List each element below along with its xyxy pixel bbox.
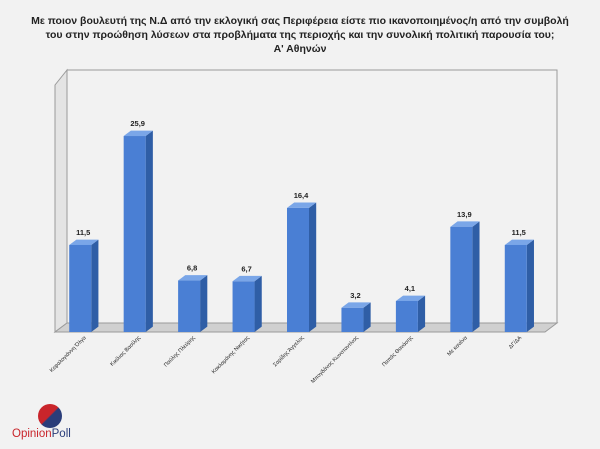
bar <box>504 239 534 332</box>
bar-side <box>526 239 534 332</box>
bar <box>123 130 153 332</box>
value-label: 3,2 <box>350 291 360 300</box>
bar <box>341 302 371 332</box>
logo-circle-icon <box>38 404 62 428</box>
bar <box>450 221 480 332</box>
bar-side <box>145 130 153 332</box>
bar-front <box>450 226 473 332</box>
bar-front <box>504 244 527 332</box>
bar-top <box>450 221 480 227</box>
bar-top <box>504 239 534 245</box>
bar <box>178 275 208 332</box>
bar-top <box>287 202 317 208</box>
bar-top <box>395 295 426 301</box>
bar-front <box>178 280 201 332</box>
chart-frame <box>53 68 559 333</box>
bar-side <box>363 302 371 332</box>
value-label: 16,4 <box>294 191 309 200</box>
value-labels-group: 11,5 25,9 6,8 6,7 16,4 3,2 4,1 13,9 11,5 <box>76 119 526 300</box>
chart-side-wall <box>54 68 68 333</box>
value-label: 6,7 <box>241 264 251 273</box>
bar-front <box>287 207 309 332</box>
bar-top <box>232 275 262 282</box>
bar-front <box>341 307 364 332</box>
category-label: ΔΓ/ΔΑ <box>508 335 523 350</box>
bar-side <box>309 202 317 332</box>
chart-title: Με ποιον βουλευτή της Ν.Δ από την εκλογι… <box>30 14 570 56</box>
value-label: 11,5 <box>76 228 90 237</box>
bar <box>287 202 317 332</box>
logo-text: OpinionPoll <box>12 428 71 440</box>
bar <box>69 239 99 332</box>
bar-side <box>472 221 480 332</box>
bar-side <box>417 295 426 332</box>
bar-side <box>91 239 99 332</box>
value-label: 13,9 <box>457 210 472 219</box>
bar-front <box>69 244 92 332</box>
category-label: Παύλης Πλεύρης <box>162 334 196 368</box>
bar-top <box>178 275 208 281</box>
bar-front <box>123 136 146 332</box>
category-label: Κακλαμάνης Νικήτας <box>210 334 251 375</box>
category-label: Παπάς Θανάσης <box>381 334 415 368</box>
title-line-3: Α' Αθηνών <box>273 43 327 55</box>
category-label: Κεφαλογιάννη Όλγα <box>48 334 88 374</box>
opinionpoll-logo: OpinionPoll <box>12 404 152 444</box>
bar-top <box>69 239 99 245</box>
value-label: 25,9 <box>130 119 145 128</box>
value-label: 11,5 <box>512 228 526 237</box>
category-label: Με κανένα <box>446 334 470 358</box>
title-line-2: του στην προώθηση λύσεων στα προβλήματα … <box>45 29 555 41</box>
bars-group <box>69 130 534 332</box>
bar-front <box>232 281 255 332</box>
category-labels-group: Κεφαλογιάννη Όλγα Κικίλιας Βασίλης Παύλης … <box>48 334 523 385</box>
value-label: 6,8 <box>187 264 197 273</box>
value-label: 4,1 <box>405 284 415 293</box>
category-label: Μπογδάνος Κωνσταντίνος <box>309 334 360 385</box>
bar-front <box>395 300 418 332</box>
bar-top <box>341 302 371 308</box>
bar-top <box>123 130 153 137</box>
title-line-1: Με ποιον βουλευτή της Ν.Δ από την εκλογι… <box>31 15 569 27</box>
bar <box>395 295 426 332</box>
category-label: Σαρίδης Άγγελος <box>272 335 305 368</box>
category-label: Κικίλιας Βασίλης <box>109 335 142 368</box>
bar <box>232 275 262 332</box>
bar-side <box>254 275 262 332</box>
bar-side <box>200 275 208 332</box>
